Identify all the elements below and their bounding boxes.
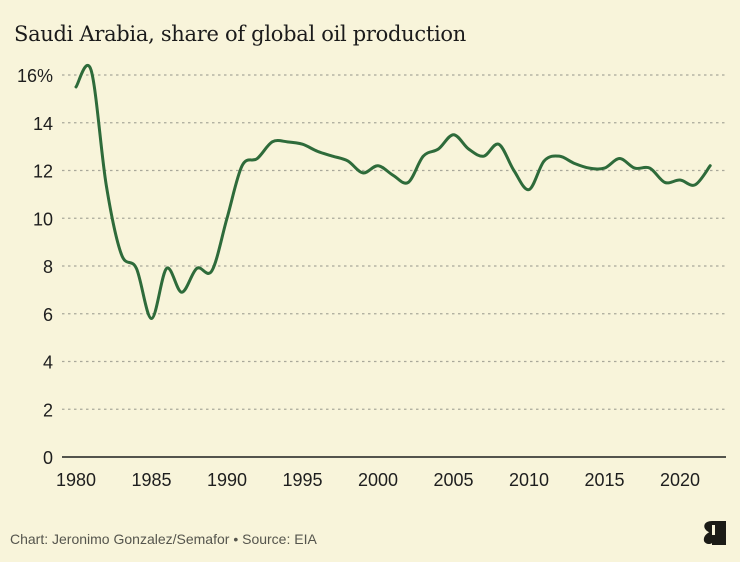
x-tick-label: 1995 xyxy=(282,470,322,490)
chart-credit: Chart: Jeronimo Gonzalez/Semafor • Sourc… xyxy=(10,531,317,547)
y-tick-label: 4 xyxy=(43,353,53,373)
x-tick-label: 1990 xyxy=(207,470,247,490)
y-tick-label: 0 xyxy=(43,448,53,468)
x-tick-label: 1980 xyxy=(56,470,96,490)
y-tick-label: 10 xyxy=(33,209,53,229)
y-tick-label: 8 xyxy=(43,257,53,277)
y-tick-label: 12 xyxy=(33,162,53,182)
y-tick-label: 14 xyxy=(33,114,53,134)
x-tick-label: 2015 xyxy=(584,470,624,490)
x-tick-label: 1985 xyxy=(131,470,171,490)
gridlines xyxy=(62,74,726,410)
x-tick-label: 2000 xyxy=(358,470,398,490)
y-tick-label: 2 xyxy=(43,400,53,420)
x-axis-tick-labels: 1980 1985 1990 1995 2000 2005 2010 2015 2020 xyxy=(56,470,700,490)
chart-title: Saudi Arabia, share of global oil produc… xyxy=(14,22,466,46)
x-tick-label: 2005 xyxy=(433,470,473,490)
x-tick-label: 2020 xyxy=(660,470,700,490)
y-axis-tick-labels: 0 2 4 6 8 10 12 14 16% xyxy=(17,66,53,468)
semafor-logo-icon xyxy=(703,521,726,545)
series-line-saudi-share xyxy=(74,64,712,321)
x-tick-label: 2010 xyxy=(509,470,549,490)
y-tick-label: 6 xyxy=(43,305,53,325)
y-tick-label: 16% xyxy=(17,66,53,86)
